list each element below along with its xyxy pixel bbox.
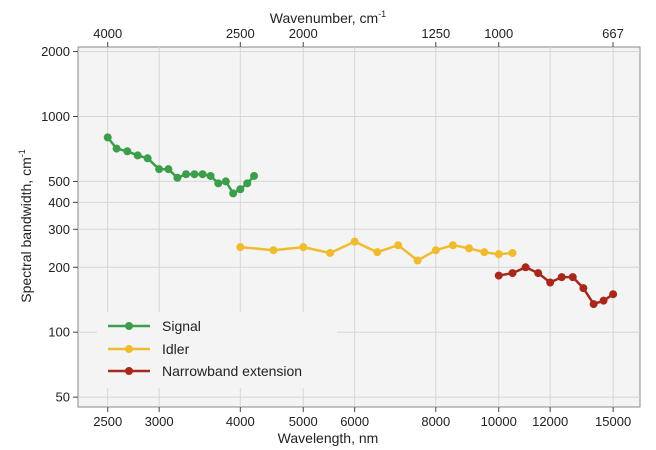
data-point-signal [206,171,215,180]
x-tick-label: 12000 [532,414,568,429]
data-point-narrowband-extension [508,269,517,278]
data-point-narrowband-extension [589,300,598,309]
x-axis-title: Wavelength, nm [278,430,379,446]
data-point-signal [133,151,142,160]
data-point-signal [112,144,121,153]
x-tick-label: 6000 [340,414,369,429]
data-point-signal [221,177,230,186]
data-point-signal [198,170,207,179]
data-point-signal [143,154,152,163]
data-point-signal [155,165,164,174]
data-point-signal [123,147,132,156]
data-point-idler [373,248,382,257]
x2-axis-title-text: Wavenumber, cm [270,10,378,26]
y-tick-label: 50 [56,390,70,405]
legend-marker-signal [125,322,133,330]
x-tick-label: 4000 [226,414,255,429]
series-signal [103,133,259,198]
series-idler [236,237,517,265]
x-tick-label: 2500 [93,414,122,429]
legend-label-narrowband-extension: Narrowband extension [162,363,302,379]
x2-tick-label: 2000 [289,26,318,41]
x-tick-label: 15000 [595,414,631,429]
data-point-idler [394,241,403,250]
data-point-narrowband-extension [609,290,618,299]
y-tick-label: 1000 [41,109,70,124]
x2-tick-label: 1000 [484,26,513,41]
x-axis-bottom: 2500 3000 4000 5000 6000 8000 10000 12000 15000 [93,407,631,429]
data-point-narrowband-extension [557,273,566,282]
data-point-idler [508,248,517,257]
y-axis: 50 100 200 300 400 500 1000 2000 [41,44,78,405]
data-point-idler [326,248,335,257]
x-axis-top: 4000 2500 2000 1250 1000 667 [93,26,624,47]
x2-tick-label: 4000 [93,26,122,41]
x2-axis-title: Wavenumber, cm-1 [270,9,386,26]
x2-tick-label: 1250 [421,26,450,41]
y-tick-label: 100 [48,325,70,340]
data-point-narrowband-extension [599,296,608,305]
y-axis-title-text: Spectral bandwidth, cm [18,157,34,303]
data-point-idler [465,244,474,253]
x2-tick-label: 667 [602,26,624,41]
data-point-idler [236,243,245,252]
x2-axis-title-superscript: -1 [378,9,386,19]
y-tick-label: 500 [48,174,70,189]
legend-item-narrowband-extension: Narrowband extension [108,363,302,379]
y-axis-title: Spectral bandwidth, cm-1 [17,149,34,303]
data-point-signal [250,171,259,180]
data-point-narrowband-extension [579,284,588,293]
legend-marker-idler [125,345,133,353]
data-point-narrowband-extension [521,263,530,272]
legend-item-signal: Signal [108,318,201,334]
series [103,133,618,309]
series-narrowband-extension [494,263,618,309]
legend-item-idler: Idler [108,341,190,357]
data-point-narrowband-extension [494,271,503,280]
legend-label-idler: Idler [162,341,190,357]
data-point-idler [350,237,359,246]
y-tick-label: 300 [48,222,70,237]
x-tick-label: 8000 [421,414,450,429]
data-point-idler [413,256,422,265]
data-point-idler [448,241,457,250]
data-point-idler [480,248,489,257]
legend: Signal Idler Narrowband extension [97,312,337,388]
data-point-idler [299,243,308,252]
x-tick-label: 3000 [145,414,174,429]
data-point-signal [173,173,182,182]
data-point-signal [190,170,199,179]
data-point-narrowband-extension [568,273,577,282]
data-point-narrowband-extension [534,269,543,278]
data-point-idler [269,246,278,255]
data-point-signal [214,179,223,188]
data-point-signal [236,185,245,194]
x-tick-label: 10000 [481,414,517,429]
x2-tick-label: 2500 [226,26,255,41]
y-tick-label: 200 [48,260,70,275]
data-point-signal [182,170,191,179]
legend-marker-narrowband-extension [125,367,133,375]
data-point-signal [243,179,252,188]
y-tick-label: 2000 [41,44,70,59]
legend-label-signal: Signal [162,318,201,334]
x-tick-label: 5000 [289,414,318,429]
data-point-signal [229,189,238,198]
data-point-narrowband-extension [546,278,555,287]
data-point-signal [164,165,173,174]
y-axis-title-superscript: -1 [17,149,27,157]
data-point-idler [431,246,440,255]
y-tick-label: 400 [48,195,70,210]
data-point-signal [103,133,112,142]
data-point-idler [494,250,503,259]
